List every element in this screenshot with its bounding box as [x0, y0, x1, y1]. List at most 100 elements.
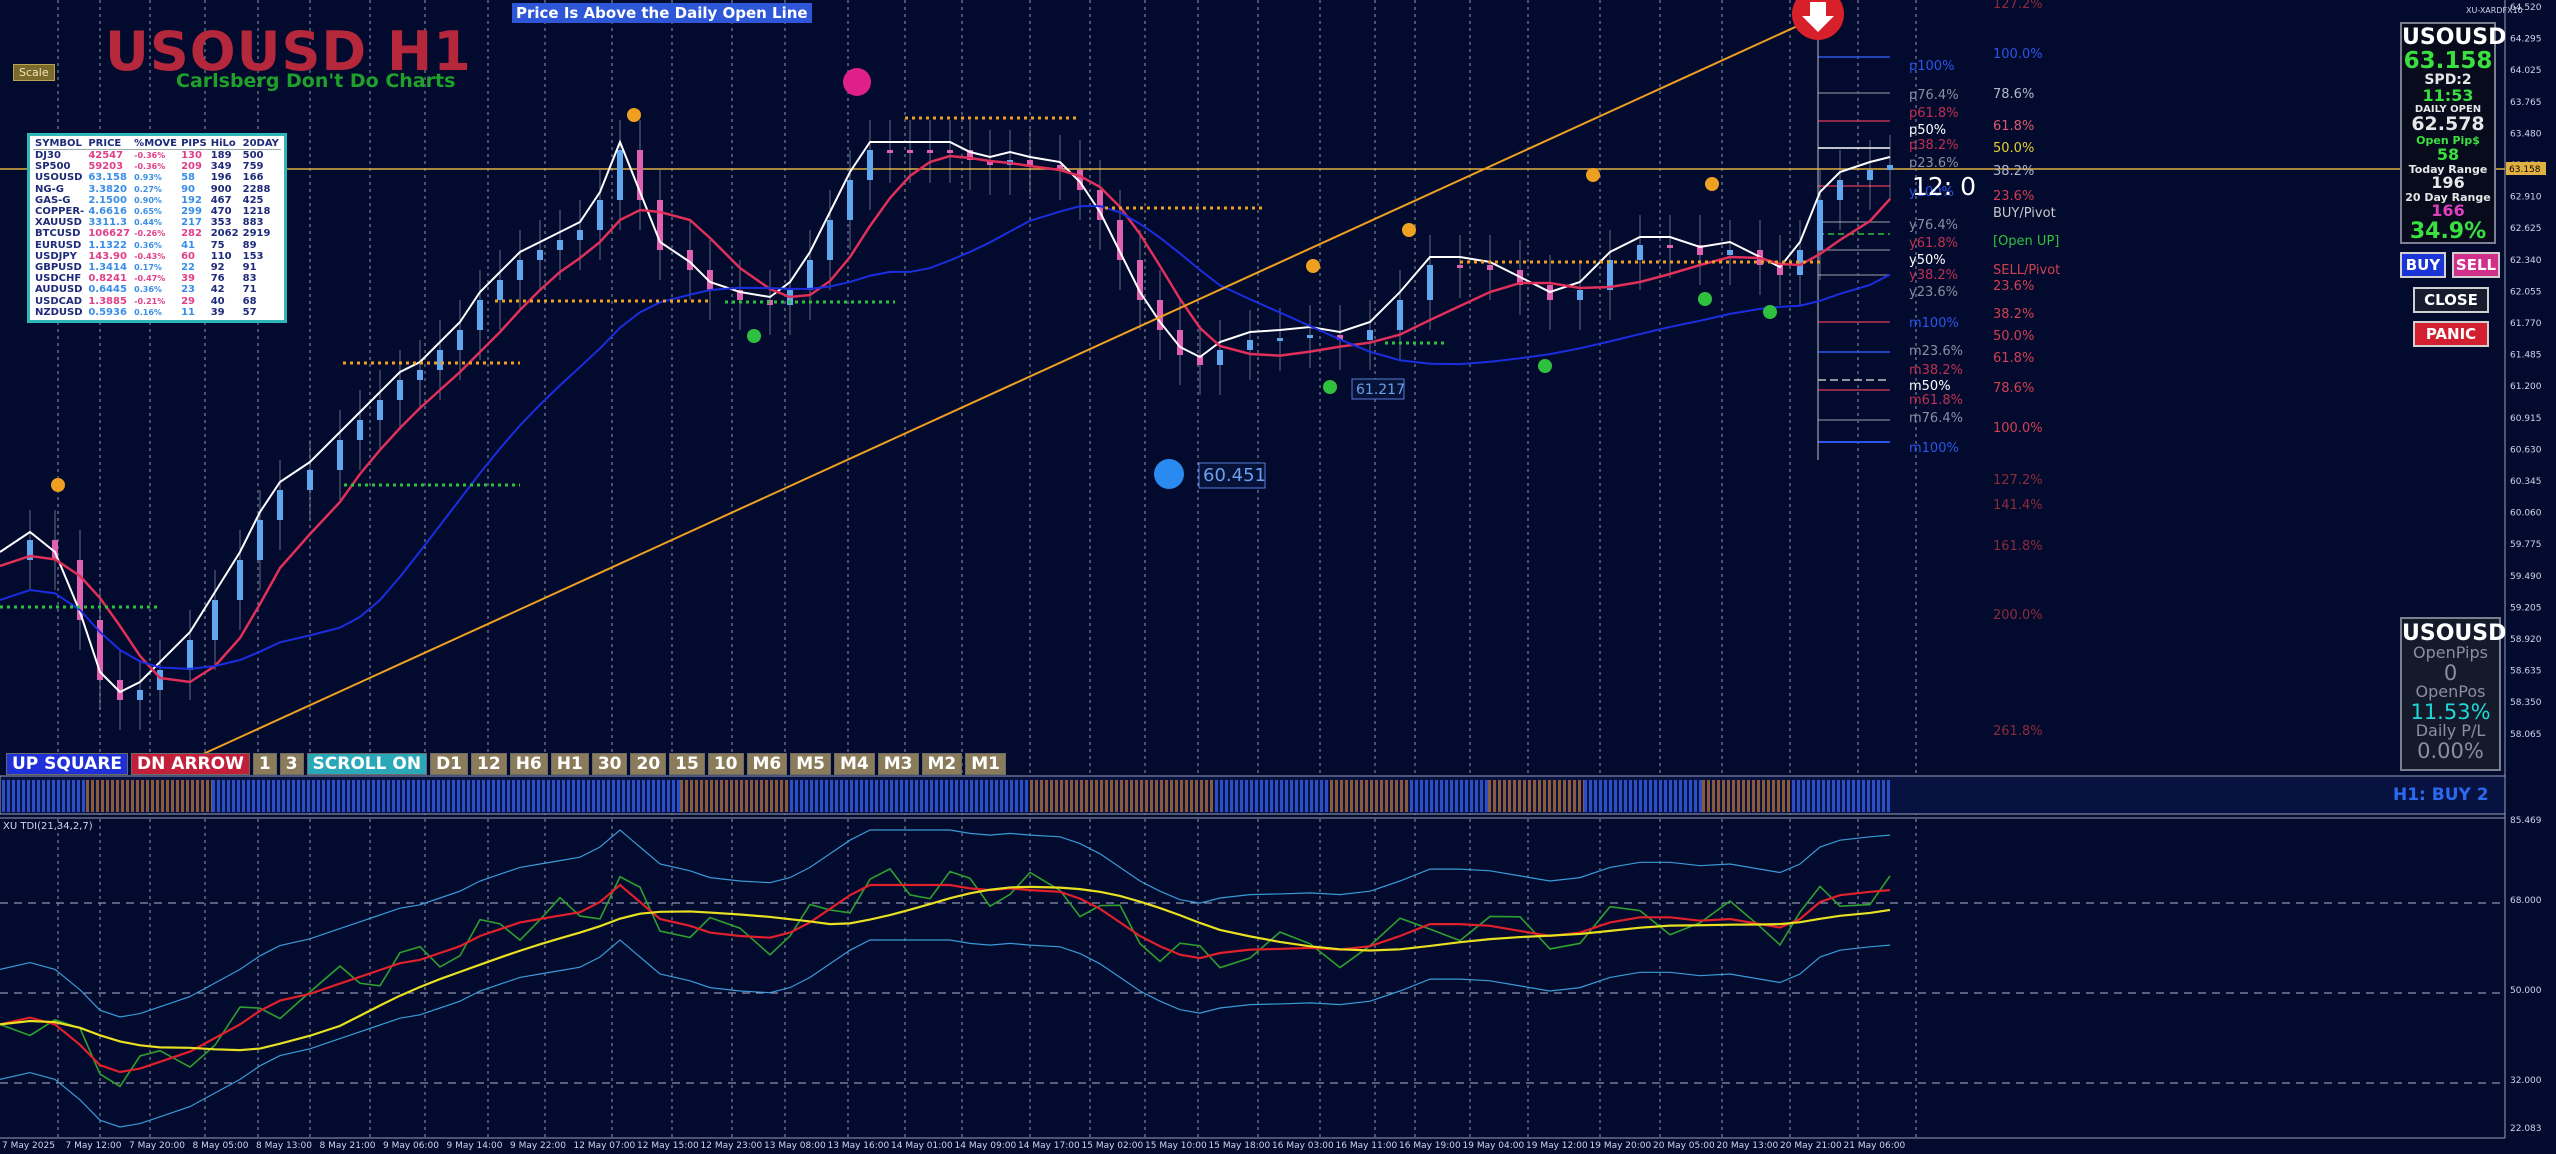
osc-rsi-line: [0, 867, 1891, 1088]
candle-body: [257, 520, 263, 560]
strip-bar: [725, 780, 728, 812]
toolbar-button-up-square[interactable]: UP SQUARE: [6, 753, 129, 775]
strip-bar: [1523, 780, 1526, 812]
fib-right-label: 100.0%: [1993, 421, 2043, 436]
table-row[interactable]: BTCUSD 106627 -0.26% 282 2062 2919: [33, 228, 281, 239]
toolbar-button-d1[interactable]: D1: [430, 753, 469, 775]
osc-tick-label: 68.000: [2510, 896, 2542, 906]
time-tick-label: 12 May 23:00: [701, 1141, 763, 1151]
toolbar-button-dn-arrow[interactable]: DN ARROW: [131, 753, 250, 775]
osc-tick-label: 50.000: [2510, 986, 2542, 996]
strip-bar: [1480, 780, 1483, 812]
price-status-banner: Price Is Above the Daily Open Line: [512, 3, 812, 23]
toolbar-button-scroll-on[interactable]: SCROLL ON: [306, 753, 428, 775]
strip-bar: [342, 780, 345, 812]
signal-dot: [1705, 177, 1719, 191]
strip-bar: [91, 780, 94, 812]
table-cell-price: 63.158: [88, 172, 127, 184]
toolbar-button-1[interactable]: 1: [252, 753, 277, 775]
strip-bar: [855, 780, 858, 812]
scale-button[interactable]: Scale: [13, 64, 55, 81]
candle-body: [1157, 300, 1163, 330]
strip-bar: [156, 780, 159, 812]
table-header-cell: SYMBOL: [33, 138, 87, 150]
table-row[interactable]: NZDUSD 0.5936 0.16% 11 39 57: [33, 307, 281, 318]
strip-bar: [1020, 780, 1023, 812]
table-row[interactable]: GAS-G 2.1500 0.90% 192 467 425: [33, 195, 281, 206]
strip-bar: [760, 780, 763, 812]
strip-bar: [642, 780, 645, 812]
strip-bar: [32, 780, 35, 812]
table-cell-hilo: 76: [210, 273, 225, 285]
strip-bar: [1812, 780, 1815, 812]
table-row[interactable]: GBPUSD 1.3414 0.17% 22 92 91: [33, 262, 281, 273]
strip-bar: [1380, 780, 1383, 812]
strip-bar: [437, 780, 440, 812]
strip-bar: [815, 780, 818, 812]
toolbar-button-m2[interactable]: M2: [921, 753, 963, 775]
toolbar-button-30[interactable]: 30: [591, 753, 628, 775]
table-row[interactable]: USDCHF 0.8241 -0.47% 39 76 83: [33, 273, 281, 284]
strip-bar: [1125, 780, 1128, 812]
time-tick-label: 8 May 13:00: [256, 1141, 312, 1151]
close-button[interactable]: CLOSE: [2413, 287, 2489, 313]
toolbar-button-m6[interactable]: M6: [746, 753, 788, 775]
buy-button[interactable]: BUY: [2400, 252, 2446, 278]
strip-bar: [970, 780, 973, 812]
strip-bar: [547, 780, 550, 812]
table-row[interactable]: DJ30 42547 -0.36% 130 189 500: [33, 150, 281, 162]
strip-bar: [1699, 780, 1702, 812]
toolbar-button-h6[interactable]: H6: [509, 753, 548, 775]
toolbar-button-m4[interactable]: M4: [834, 753, 875, 775]
table-cell-pips: 282: [181, 228, 202, 240]
table-cell-d20: 71: [242, 284, 257, 296]
strip-bar: [1055, 780, 1058, 812]
strip-bar: [710, 780, 713, 812]
sell-button[interactable]: SELL: [2452, 252, 2500, 278]
toolbar-button-m5[interactable]: M5: [790, 753, 831, 775]
table-row[interactable]: COPPER- 4.6616 0.65% 299 470 1218: [33, 206, 281, 217]
strip-bar: [347, 780, 350, 812]
toolbar-button-15[interactable]: 15: [669, 753, 705, 775]
osc-upper-band: [0, 829, 1891, 1018]
table-row[interactable]: NG-G 3.3820 0.27% 90 900 2288: [33, 184, 281, 195]
fib-right-label: 23.6%: [1993, 189, 2034, 204]
toolbar-button-12[interactable]: 12: [471, 753, 507, 775]
table-cell-pips: 41: [181, 239, 195, 251]
table-row[interactable]: USDCAD 1.3885 -0.21% 29 40 68: [33, 296, 281, 307]
table-cell-move: -0.43%: [134, 251, 166, 261]
table-body: DJ30 42547 -0.36% 130 189 500 SP500 59203 -0.36%…: [33, 150, 281, 319]
strip-bar: [990, 780, 993, 812]
table-row[interactable]: XAUUSD 3311.3 0.44% 217 353 883: [33, 217, 281, 228]
table-row[interactable]: AUDUSD 0.6445 0.36% 23 42 71: [33, 284, 281, 295]
panic-button[interactable]: PANIC: [2413, 321, 2489, 347]
toolbar-button-10[interactable]: 10: [707, 753, 744, 775]
strip-bar: [1702, 780, 1705, 812]
table-row[interactable]: EURUSD 1.1322 0.36% 41 75 89: [33, 240, 281, 251]
strip-bar: [1350, 780, 1353, 812]
strip-bar: [1573, 780, 1576, 812]
table-row[interactable]: SP500 59203 -0.36% 209 349 759: [33, 161, 281, 172]
strip-bar: [141, 780, 144, 812]
strip-bar: [945, 780, 948, 812]
table-row[interactable]: USOUSD 63.158 0.93% 58 196 166: [33, 172, 281, 183]
time-tick-label: 15 May 18:00: [1209, 1141, 1271, 1151]
toolbar-button-20[interactable]: 20: [630, 753, 667, 775]
strip-bar: [67, 780, 70, 812]
candle-body: [477, 300, 483, 330]
strip-bar: [1674, 780, 1677, 812]
fib-right-label: SELL/Pivot: [1993, 263, 2060, 278]
candle-body: [1457, 265, 1463, 268]
toolbar-button-m3[interactable]: M3: [877, 753, 919, 775]
strip-bar: [257, 780, 260, 812]
toolbar-button-m1[interactable]: M1: [965, 753, 1006, 775]
strip-bar: [136, 780, 139, 812]
strip-bar: [1847, 780, 1850, 812]
toolbar-button-3[interactable]: 3: [279, 753, 304, 775]
toolbar-button-h1[interactable]: H1: [550, 753, 589, 775]
strip-bar: [1245, 780, 1248, 812]
strip-bar: [1355, 780, 1358, 812]
candle-body: [27, 540, 33, 560]
table-row[interactable]: USDJPY 143.90 -0.43% 60 110 153: [33, 251, 281, 262]
